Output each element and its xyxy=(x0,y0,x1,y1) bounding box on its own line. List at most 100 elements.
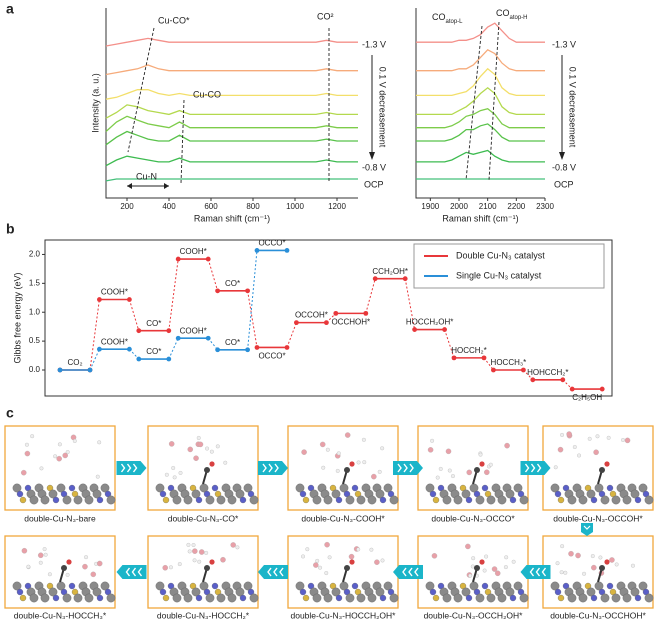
water-atom xyxy=(504,555,509,560)
atom xyxy=(191,489,201,499)
step-label: double-Cu-N₃-OCCOH* xyxy=(553,513,643,523)
water-atom xyxy=(614,562,619,567)
atom xyxy=(519,593,529,603)
atom xyxy=(475,495,485,505)
atom xyxy=(584,484,592,492)
atom xyxy=(295,483,305,493)
spectrum xyxy=(416,48,545,72)
water-atom xyxy=(24,442,29,447)
atom xyxy=(519,495,529,505)
water-atom xyxy=(362,460,367,465)
water-atom xyxy=(162,564,168,571)
atom xyxy=(84,495,94,505)
water-atom xyxy=(491,566,498,572)
level-label: OCCOH* xyxy=(295,311,328,320)
atom xyxy=(24,582,32,590)
water-atom xyxy=(555,561,560,566)
atom xyxy=(195,594,203,602)
level-dot xyxy=(372,276,378,282)
chevron xyxy=(120,463,126,473)
level-dot xyxy=(481,355,487,361)
atom xyxy=(459,484,467,492)
water-atom xyxy=(380,558,385,563)
water-atom xyxy=(466,469,472,476)
step-label: double-Cu-N₃-HOCCH₂OH* xyxy=(290,610,396,620)
atom xyxy=(104,490,112,498)
atom xyxy=(630,489,640,499)
water-atom xyxy=(319,441,326,448)
x-tick-label: 800 xyxy=(246,202,260,211)
atom xyxy=(295,581,305,591)
level-label: C₂H₅OH xyxy=(572,393,602,402)
atom xyxy=(505,489,515,499)
water-atom xyxy=(215,444,220,449)
atom xyxy=(567,593,577,603)
atom xyxy=(162,496,170,504)
water-atom xyxy=(197,441,204,448)
chevron xyxy=(414,567,419,577)
atom xyxy=(92,489,102,499)
level-dot xyxy=(215,347,221,353)
atom xyxy=(195,496,203,504)
spectrum xyxy=(105,37,358,47)
atom xyxy=(12,581,22,591)
atom xyxy=(354,588,362,596)
level-dot xyxy=(560,377,566,383)
atom xyxy=(557,594,565,602)
atom xyxy=(48,587,58,597)
atom xyxy=(642,490,650,498)
energy-level xyxy=(57,367,93,373)
atom xyxy=(429,588,437,596)
water-atom xyxy=(478,452,483,457)
water-atom xyxy=(204,550,209,555)
spectrum xyxy=(105,178,358,182)
water-atom xyxy=(465,543,471,550)
level-dot xyxy=(205,256,211,262)
water-atom xyxy=(72,439,77,443)
atom xyxy=(465,496,473,504)
atom xyxy=(312,593,322,603)
water-atom xyxy=(560,544,565,549)
spectrum xyxy=(105,115,358,132)
atom xyxy=(323,495,333,505)
level-dot xyxy=(294,320,299,326)
adsorbate-atom xyxy=(474,467,480,473)
water-atom xyxy=(47,572,52,577)
water-atom xyxy=(484,554,489,559)
step-label: double-Cu-N₃-OCCHOH* xyxy=(550,610,646,620)
water-atom xyxy=(482,568,487,573)
x-tick-label: 1900 xyxy=(421,202,439,211)
atom xyxy=(429,490,437,498)
water-atom xyxy=(430,438,435,443)
level-dot xyxy=(284,345,290,350)
y-tick-label: 2.0 xyxy=(29,250,41,259)
atom xyxy=(586,489,596,499)
water-atom xyxy=(197,559,202,564)
water-atom xyxy=(374,559,380,565)
water-atom xyxy=(553,465,558,470)
level-dot xyxy=(569,386,575,392)
annotation-text: CO xyxy=(496,8,510,18)
atom xyxy=(484,490,492,498)
atom xyxy=(211,484,219,492)
atom xyxy=(249,495,259,505)
spectrum xyxy=(105,64,358,76)
y-tick-label: 0.0 xyxy=(29,365,41,374)
atom xyxy=(638,483,648,493)
y-tick-label: 0.5 xyxy=(29,336,41,345)
connector xyxy=(483,357,494,371)
chevron xyxy=(126,463,132,473)
level-dot xyxy=(205,335,211,341)
atom xyxy=(622,593,632,603)
level-dot xyxy=(491,367,496,373)
water-atom xyxy=(97,440,102,445)
atom xyxy=(92,587,102,597)
level-dot xyxy=(126,297,132,302)
water-atom xyxy=(371,473,377,480)
water-atom xyxy=(301,449,307,455)
atom xyxy=(71,588,79,596)
water-atom xyxy=(356,547,361,552)
atom xyxy=(227,593,237,603)
water-atom xyxy=(96,560,103,567)
chevron xyxy=(397,463,402,473)
